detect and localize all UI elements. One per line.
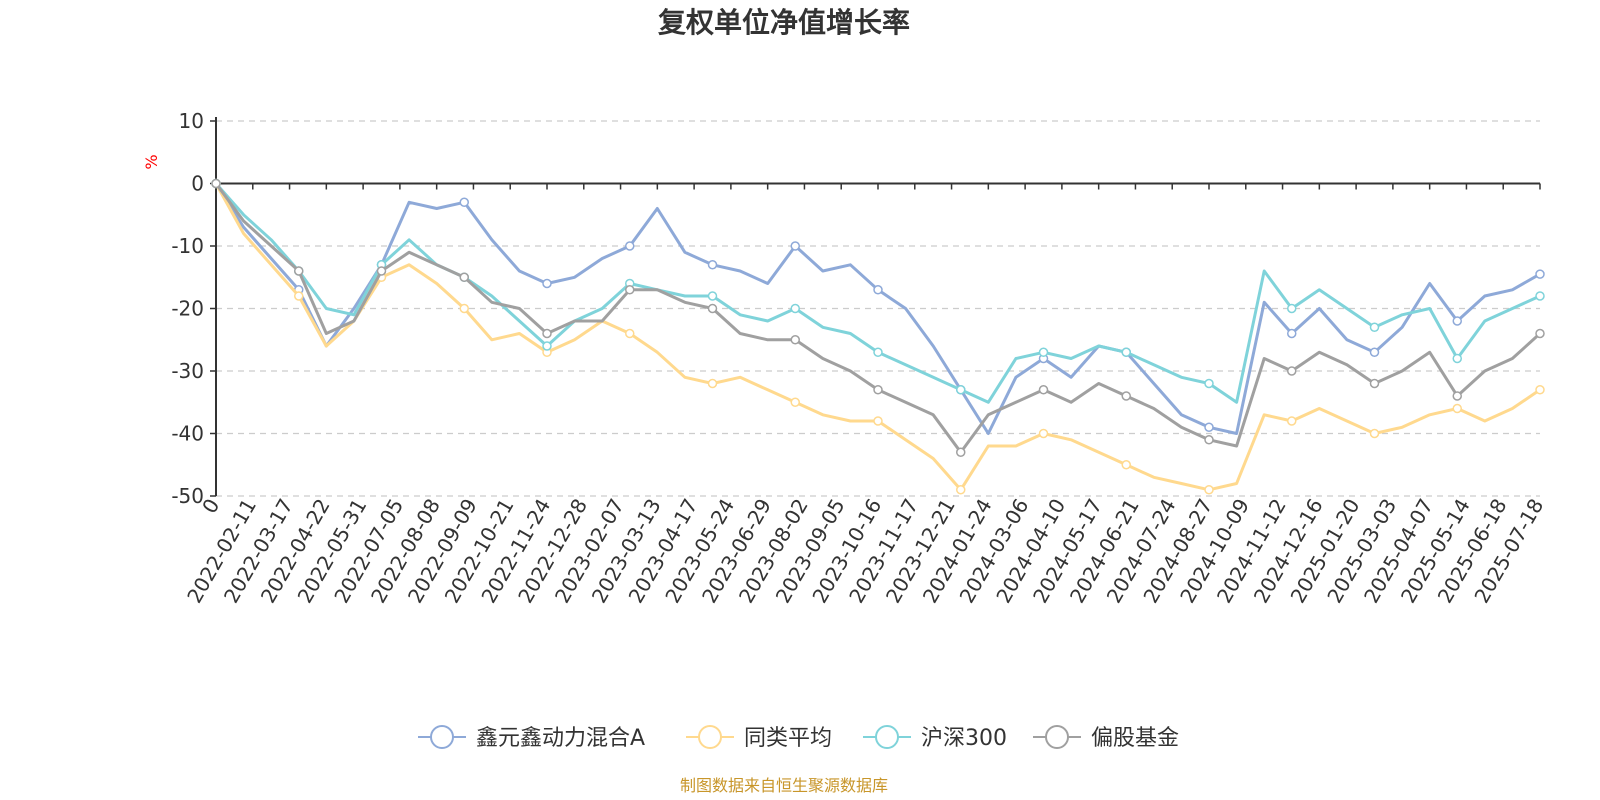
data-point: [1287, 416, 1297, 426]
data-point: [1038, 347, 1049, 357]
data-point: [211, 178, 221, 189]
data-point: [1369, 347, 1380, 357]
data-point: [294, 266, 304, 276]
legend-label: 偏股基金: [1091, 726, 1179, 751]
data-point: [1204, 485, 1214, 495]
data-point: [542, 328, 552, 339]
series-line-3: [214, 182, 1542, 454]
data-point: [956, 485, 966, 495]
data-point: [542, 341, 552, 351]
legend: 鑫元鑫动力混合A 同类平均 沪深300 偏股基金: [418, 725, 1179, 751]
data-point: [542, 278, 552, 289]
legend-swatch-marker: [430, 725, 454, 749]
data-point: [707, 260, 718, 270]
series-lines: [211, 178, 1545, 495]
data-point: [1287, 303, 1297, 314]
data-point: [956, 447, 966, 457]
data-point: [1287, 328, 1297, 339]
data-point: [1535, 291, 1545, 301]
data-point: [625, 328, 635, 339]
data-point: [459, 303, 469, 314]
data-point: [790, 397, 800, 407]
y-tick-label: -20: [171, 297, 204, 321]
data-point: [873, 385, 883, 395]
data-point: [1204, 435, 1214, 445]
data-point: [1038, 385, 1049, 395]
y-tick-label: -10: [171, 234, 204, 258]
data-point: [873, 347, 883, 357]
data-point: [1121, 347, 1131, 357]
data-point: [1369, 428, 1380, 439]
legend-swatch-marker: [698, 725, 722, 749]
data-point: [1452, 353, 1462, 364]
data-point: [873, 285, 883, 295]
data-point: [873, 416, 883, 426]
data-point: [1452, 403, 1462, 414]
data-point: [1204, 378, 1214, 389]
legend-label: 同类平均: [744, 726, 832, 751]
legend-label: 沪深300: [921, 726, 1007, 751]
data-point: [1452, 391, 1462, 401]
y-tick-label: 10: [179, 109, 204, 133]
data-point: [707, 378, 718, 389]
data-point: [625, 285, 635, 295]
legend-swatch-marker: [875, 725, 899, 749]
grid-lines: [216, 120, 1540, 497]
x-tick-label: 0: [197, 495, 224, 518]
legend-swatch-marker: [1045, 725, 1069, 749]
data-point: [1121, 460, 1131, 470]
source-note: 制图数据来自恒生聚源数据库: [680, 776, 888, 795]
data-point: [790, 241, 800, 251]
legend-label: 鑫元鑫动力混合A: [476, 726, 645, 751]
y-tick-label: -30: [171, 359, 204, 383]
data-point: [294, 291, 304, 301]
data-point: [1535, 269, 1545, 279]
data-point: [1452, 316, 1462, 326]
data-point: [459, 272, 469, 282]
data-point: [956, 385, 966, 395]
data-point: [707, 303, 718, 314]
data-point: [625, 241, 635, 251]
data-point: [376, 266, 387, 276]
y-unit-label: %: [142, 154, 161, 169]
data-point: [1038, 428, 1049, 439]
data-point: [1287, 366, 1297, 376]
data-point: [459, 197, 469, 207]
data-point: [1369, 378, 1380, 389]
data-point: [1204, 422, 1214, 432]
data-point: [1121, 391, 1131, 401]
data-point: [1535, 385, 1545, 395]
y-tick-label: 0: [191, 172, 204, 196]
y-tick-label: -50: [171, 484, 204, 508]
data-point: [1535, 328, 1545, 339]
data-point: [707, 291, 718, 301]
chart-title: 复权单位净值增长率: [658, 6, 910, 39]
data-point: [1369, 322, 1380, 332]
data-point: [790, 335, 800, 345]
data-point: [790, 303, 800, 314]
y-tick-label: -40: [171, 422, 204, 446]
axes: 100-10-20-30-40-5002022-02-112022-03-172…: [171, 109, 1548, 607]
series-line-1: [214, 182, 1541, 492]
